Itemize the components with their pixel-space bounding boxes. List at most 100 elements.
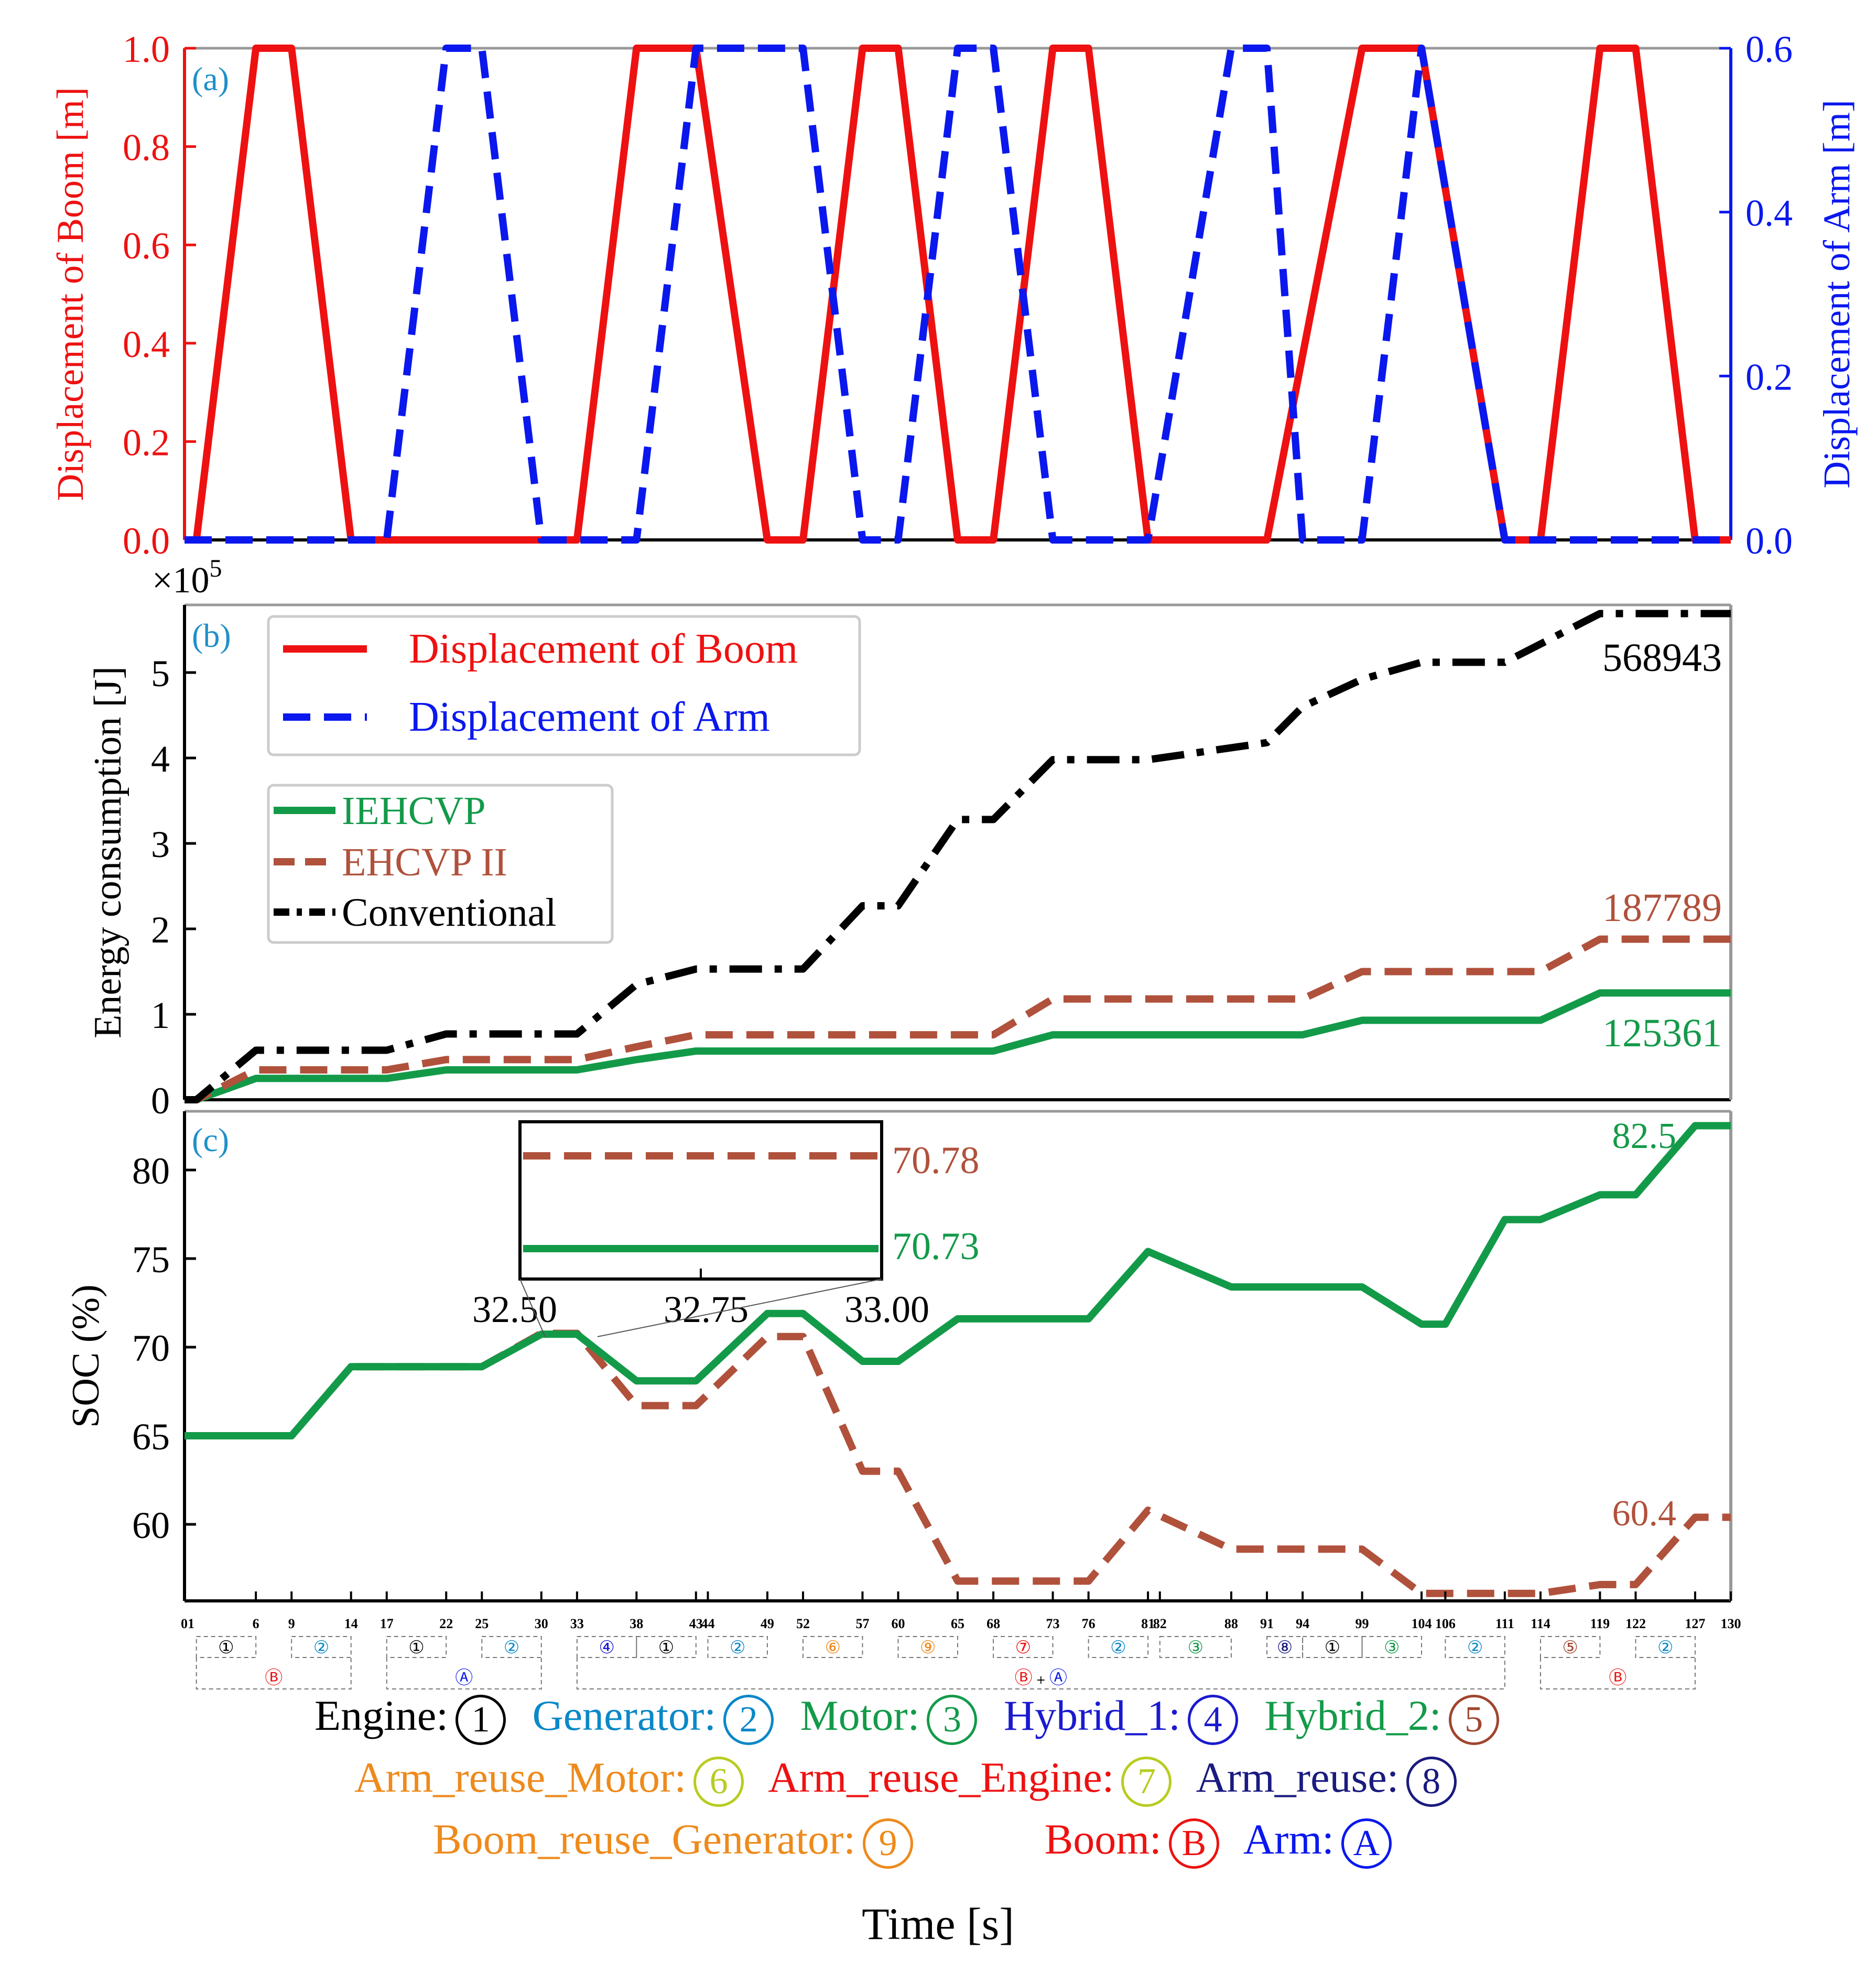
mode-symbol-2-9: ① xyxy=(1325,1637,1340,1658)
panel-c-annotation-iehcvp: 82.5 xyxy=(1612,1116,1677,1156)
panel-c-line-ehcvp-ii xyxy=(185,1329,1731,1597)
panel-c-xtick-label-9: 38 xyxy=(630,1616,643,1631)
mode-segment-2-6 xyxy=(1088,1636,1149,1658)
panel-b-tick-label-3: 3 xyxy=(151,824,170,865)
inset-connector-right xyxy=(597,1279,882,1337)
legend-boom: Boom: B xyxy=(1045,1815,1235,1869)
mode-group-label-2: Ⓑ + Ⓐ xyxy=(1015,1667,1067,1688)
legend-motor: Motor: 3 xyxy=(800,1692,993,1746)
arm-symbol: A xyxy=(1341,1818,1392,1869)
panel-b-tick-label-2: 2 xyxy=(151,909,170,951)
panel-b-annotation-iehcvp: 125361 xyxy=(1602,1011,1722,1055)
panel-a-left-tick-label-1: 0.2 xyxy=(123,421,170,463)
panel-c-tick-label-0: 60 xyxy=(132,1504,170,1546)
panel-c-xtick-label-25: 99 xyxy=(1356,1616,1369,1631)
legend-generator: Generator: 2 xyxy=(533,1692,790,1746)
legend-arm-text: Displacement of Arm xyxy=(409,694,770,740)
mode-symbol-3-1: ② xyxy=(1657,1637,1673,1658)
panel-c-annotation-ehcvp: 60.4 xyxy=(1612,1493,1677,1534)
panel-c-label: (c) xyxy=(192,1121,229,1158)
mode-timeline: ① ② Ⓑ ① ② Ⓐ ④ ① ② ⑥ ⑨ ⑦ ② ③ ⑧ ① ③ ② Ⓑ + Ⓐ ⑤ ② Ⓑ xyxy=(196,1636,1696,1689)
inset-xtick-label-2: 33.00 xyxy=(844,1288,929,1330)
mode-symbol-2-6: ② xyxy=(1110,1637,1126,1658)
panel-c-xtick-label-8: 33 xyxy=(570,1616,584,1631)
panel-c-xtick-label-3: 14 xyxy=(344,1616,358,1631)
inset-xtick-label-1: 32.75 xyxy=(664,1288,749,1330)
inset-label-ehcvp: 70.78 xyxy=(892,1139,980,1182)
panel-c: 60 65 70 75 80 SOC (%) 82.5 60.4 (c) 01 6 9 14 17 22 25… xyxy=(64,1110,1741,1631)
mode-symbol-2-4: ⑨ xyxy=(920,1637,936,1658)
mode-symbol-2-8: ⑧ xyxy=(1277,1637,1293,1658)
panel-c-line-iehcvp xyxy=(185,1122,1731,1439)
mode-group-label-3: Ⓑ xyxy=(1609,1667,1626,1688)
hybrid-1-symbol: 4 xyxy=(1188,1695,1239,1746)
mode-symbol-1-0: ① xyxy=(408,1637,424,1658)
panel-c-xtick-label-20: 81 xyxy=(1141,1616,1155,1631)
arm-reuse-motor-symbol: 6 xyxy=(693,1757,744,1807)
panel-c-xtick-label-32: 127 xyxy=(1685,1616,1705,1631)
panel-b-line-conventional xyxy=(185,610,1731,1103)
panel-c-xtick-label-29: 114 xyxy=(1531,1616,1550,1631)
panel-a-left-axis-title: Displacement of Boom [m] xyxy=(49,87,91,501)
panel-a: 0.0 0.2 0.4 0.6 0.8 1.0 0.0 0.2 0.4 0.6 Displaceme… xyxy=(49,28,1858,562)
generator-symbol: 2 xyxy=(723,1695,774,1746)
inset-label-iehcvp: 70.73 xyxy=(892,1225,980,1268)
legend-displacement-box xyxy=(267,615,861,756)
legend-conventional-text: Conventional xyxy=(342,891,557,935)
panel-c-xtick-label-15: 60 xyxy=(892,1616,905,1631)
mode-segment-2-11 xyxy=(1445,1636,1505,1658)
panel-c-xtick-label-18: 73 xyxy=(1046,1616,1060,1631)
mode-legend-row-2: Arm_reuse_Motor: 6 Arm_reuse_Engine: 7 Arm… xyxy=(354,1753,1472,1807)
mode-symbol-2-7: ③ xyxy=(1188,1637,1203,1658)
legend-arm-reuse: Arm_reuse: 8 xyxy=(1196,1753,1472,1807)
inset-frame xyxy=(518,1120,883,1281)
panel-a-left-tick-label-0: 0.0 xyxy=(123,520,170,562)
panel-c-xtick-label-13: 52 xyxy=(796,1616,810,1631)
mode-segment-1-0 xyxy=(386,1636,447,1658)
mode-symbol-0-0: ① xyxy=(218,1637,234,1658)
panel-c-xtick-label-11: 44 xyxy=(701,1616,714,1631)
mode-segment-2-7 xyxy=(1159,1636,1232,1658)
panel-c-xtick-label-19: 76 xyxy=(1082,1616,1096,1631)
mode-symbol-2-3: ⑥ xyxy=(825,1637,840,1658)
panel-c-tick-label-3: 75 xyxy=(132,1239,170,1281)
legend-iehcvp-text: IEHCVP xyxy=(342,789,485,833)
panel-c-xtick-label-22: 88 xyxy=(1224,1616,1238,1631)
panel-c-xtick-label-1: 6 xyxy=(253,1616,259,1631)
legend-engine: Engine: 1 xyxy=(315,1692,522,1746)
mode-symbol-2-2: ② xyxy=(730,1637,745,1658)
mode-symbol-2-10: ③ xyxy=(1384,1637,1400,1658)
panel-b-line-ehcvp-ii xyxy=(185,935,1731,1103)
legend-arm-reuse-motor: Arm_reuse_Motor: 6 xyxy=(354,1753,760,1807)
boom-reuse-generator-symbol: 9 xyxy=(863,1818,914,1869)
panel-b-label: (b) xyxy=(192,617,231,654)
panel-b-tick-label-4: 4 xyxy=(151,738,170,780)
inset-connector-left xyxy=(519,1279,546,1337)
mode-segment-3-0 xyxy=(1539,1636,1601,1658)
panel-b-axis-title: Energy consumption [J] xyxy=(86,666,129,1038)
panel-c-xtick-label-2: 9 xyxy=(288,1616,295,1631)
panel-c-xtick-label-4: 17 xyxy=(380,1616,394,1631)
mode-group-boom-2: Ⓑ xyxy=(1015,1667,1033,1688)
panel-a-right-tick-label-1: 0.2 xyxy=(1745,356,1793,398)
engine-symbol: 1 xyxy=(456,1695,506,1746)
inset-xtick-label-0: 32.50 xyxy=(472,1288,557,1330)
panel-c-xtick-label-27: 106 xyxy=(1435,1616,1456,1631)
panel-a-left-tick-label-4: 0.8 xyxy=(123,127,170,169)
mode-legend-row-1: Engine: 1 Generator: 2 Motor: 3 Hybrid_1: 4 … xyxy=(315,1691,1515,1746)
panel-c-tick-label-4: 80 xyxy=(132,1150,170,1192)
legend-hybrid-1: Hybrid_1: 4 xyxy=(1004,1692,1254,1746)
mode-segment-2-2 xyxy=(707,1636,768,1658)
panel-c-xtick-label-23: 91 xyxy=(1260,1616,1274,1631)
panel-b-scale-label: ×105 xyxy=(152,555,222,601)
panel-c-tick-label-1: 65 xyxy=(132,1416,170,1458)
mode-segment-2-10 xyxy=(1361,1636,1423,1658)
legend-arm-reuse-engine: Arm_reuse_Engine: 7 xyxy=(768,1753,1187,1807)
panel-c-xtick-label-16: 65 xyxy=(951,1616,964,1631)
mode-symbol-2-11: ② xyxy=(1467,1637,1483,1658)
panel-a-right-axis-title: Displacement of Arm [m] xyxy=(1816,100,1858,489)
panel-a-right-tick-label-0: 0.0 xyxy=(1745,520,1793,562)
mode-symbol-0-1: ② xyxy=(313,1637,329,1658)
mode-symbol-1-1: ② xyxy=(504,1637,519,1658)
